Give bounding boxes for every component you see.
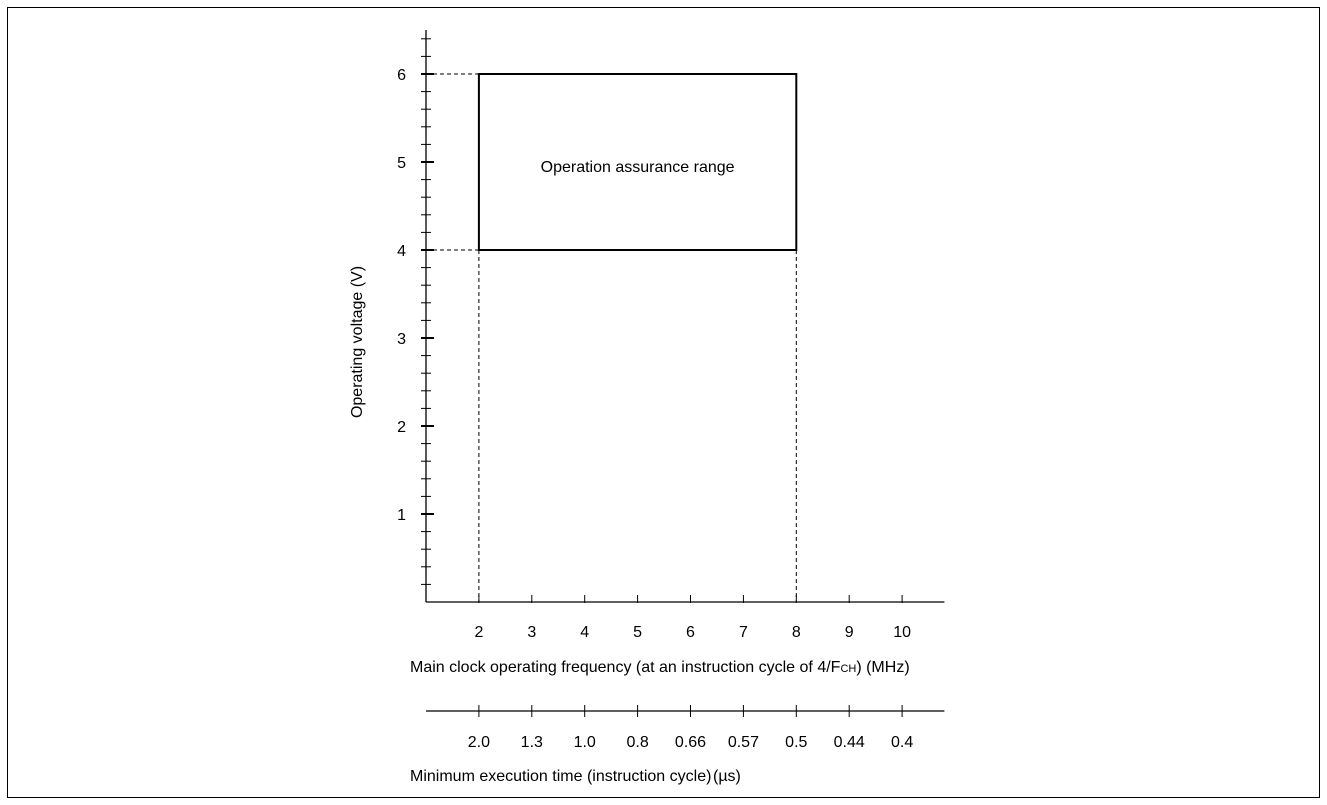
guide-lines [426,73,797,602]
secondary-axis-unit: (µs) [713,768,741,785]
y-tick-label: 6 [397,67,406,84]
secondary-axis-ticks: 2.0 1.3 1.0 0.8 0.66 0.57 0.5 0.44 0.4 [468,705,913,751]
y-tick-label: 2 [397,419,406,436]
region-label: Operation assurance range [541,159,735,176]
secondary-tick-label: 0.57 [728,734,759,751]
y-axis-label: Operating voltage (V) [349,266,366,418]
secondary-axis-label: Minimum execution time (instruction cycl… [410,768,711,785]
secondary-tick-label: 0.66 [675,734,706,751]
y-tick-label: 5 [397,155,406,172]
x-tick-label: 2 [474,624,483,641]
x-ticks: 2 3 4 5 6 7 8 9 10 [474,595,911,641]
axes: 1 2 3 4 5 6 2 3 4 5 6 7 8 9 10 2.0 1.3 1.0 0.8 0.66 0.57 0.… [397,30,945,751]
secondary-tick-label: 0.4 [891,734,913,751]
y-minor-ticks [421,38,431,585]
y-tick-label: 3 [397,331,406,348]
secondary-tick-label: 0.44 [834,734,865,751]
secondary-tick-label: 2.0 [468,734,490,751]
secondary-tick-label: 0.5 [785,734,807,751]
x-axis-label: Main clock operating frequency (at an in… [410,659,910,676]
x-tick-label: 8 [792,624,801,641]
x-tick-label: 10 [893,624,911,641]
x-axis-label-main: Main clock operating frequency (at an in… [410,659,841,676]
x-tick-label: 6 [686,624,695,641]
y-tick-label: 4 [397,243,406,260]
x-axis-label-unit: ) (MHz) [856,659,909,676]
figure-frame [7,7,1320,798]
x-tick-label: 7 [739,624,748,641]
x-tick-label: 9 [845,624,854,641]
operation-assurance-region [477,73,798,251]
secondary-tick-label: 1.3 [521,734,543,751]
secondary-tick-label: 1.0 [574,734,596,751]
secondary-tick-label: 0.8 [626,734,648,751]
x-tick-label: 3 [527,624,536,641]
y-tick-label: 1 [397,507,406,524]
x-tick-label: 4 [580,624,589,641]
y-major-ticks: 1 2 3 4 5 6 [397,67,434,524]
x-axis-label-subscript: CH [840,663,856,675]
x-tick-label: 5 [633,624,642,641]
